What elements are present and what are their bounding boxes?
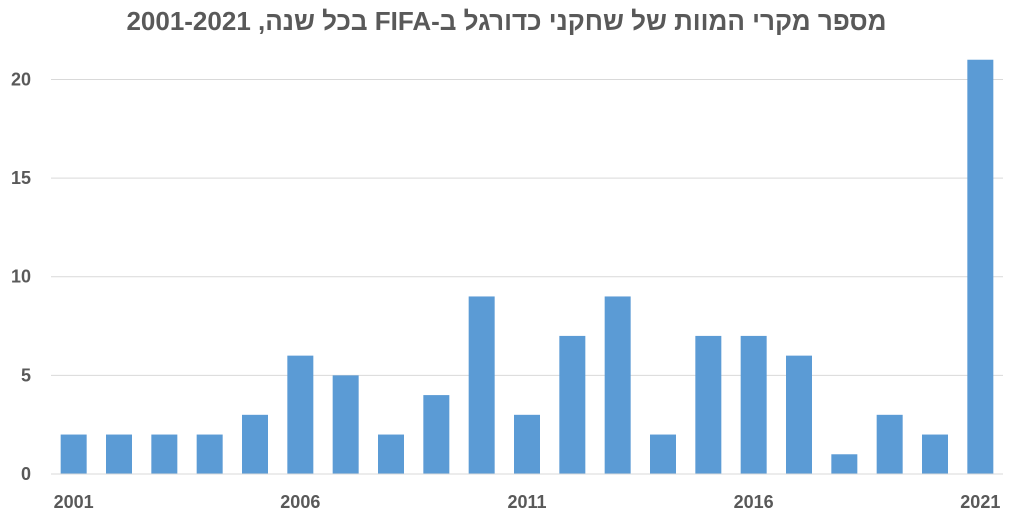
bar-2014 (650, 434, 676, 474)
bar-2021 (967, 59, 994, 475)
y-tick-label: 5 (21, 365, 31, 385)
bar-2002 (106, 434, 132, 474)
y-tick-label: 0 (21, 464, 31, 484)
x-tick-label: 2001 (54, 492, 94, 512)
bar-2017 (786, 355, 812, 474)
bar-2006 (287, 355, 314, 474)
x-tick-label: 2016 (734, 492, 774, 512)
bar-2009 (423, 395, 450, 474)
bar-2008 (378, 434, 404, 474)
y-axis-ticks: 0 5 10 15 20 (11, 69, 31, 484)
gridlines (51, 78, 1003, 376)
bar-2020 (922, 434, 948, 474)
bar-2011 (514, 414, 540, 474)
bar-2019 (876, 414, 903, 474)
bar-2015 (695, 335, 722, 474)
bar-2012 (559, 335, 586, 474)
bar-2001 (60, 434, 87, 474)
bar-2007 (332, 375, 359, 474)
bar-2013 (604, 296, 631, 474)
y-tick-label: 15 (11, 168, 31, 188)
x-tick-label: 2021 (960, 492, 1000, 512)
bar-2003 (151, 434, 178, 474)
x-tick-label: 2006 (280, 492, 320, 512)
bar-2010 (468, 296, 495, 474)
chart-title: מספר מקרי המוות של שחקני כדורגל ב-FIFA ב… (126, 6, 887, 36)
bar-2018 (831, 454, 858, 474)
bars (60, 59, 994, 475)
x-tick-label: 2011 (507, 492, 546, 512)
bar-2005 (242, 414, 268, 474)
y-tick-label: 10 (11, 267, 31, 287)
y-tick-label: 20 (11, 69, 31, 89)
bar-2016 (740, 335, 767, 474)
bar-2004 (196, 434, 223, 474)
x-axis-ticks: 2001 2006 2011 2016 2021 (54, 492, 1001, 512)
